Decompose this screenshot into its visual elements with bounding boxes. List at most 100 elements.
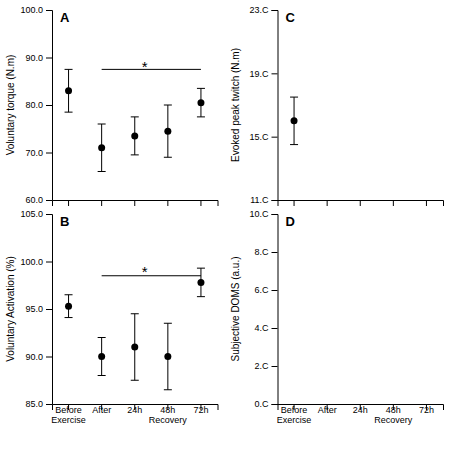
point <box>291 117 298 124</box>
y-tick-mark <box>272 252 278 253</box>
error-bar-cap <box>164 389 172 390</box>
y-tick-mark <box>46 404 52 405</box>
error-bar-cap <box>197 116 205 117</box>
y-axis: 0.C2.C4.C6.C8.C10.C <box>249 209 278 409</box>
significance-line <box>102 275 201 276</box>
y-axis-title: Voluntary Activation (%) <box>5 256 16 362</box>
error-bar <box>98 124 106 172</box>
error-bar-cap <box>164 323 172 324</box>
y-tick: 0.C <box>254 399 277 409</box>
x-tick: BeforeExercise <box>51 404 86 425</box>
y-axis-line <box>272 215 279 405</box>
point <box>98 144 105 151</box>
y-tick: 100.0 <box>20 5 52 15</box>
x-tick-label-line: Recovery <box>374 415 413 425</box>
y-tick-label: 6.C <box>254 285 269 295</box>
plot-area <box>65 268 205 390</box>
x-tick-label-line: 24h <box>127 405 142 415</box>
x-tick <box>200 200 201 206</box>
y-tick-label: 85.0 <box>25 399 43 409</box>
x-tick: 72h <box>419 404 434 415</box>
error-bar-cap <box>98 171 106 172</box>
y-tick: 70.0 <box>25 148 52 158</box>
y-axis: 60.0 70.0 80.0 90.0 100.0 <box>20 5 52 205</box>
error-bar <box>65 69 73 112</box>
y-tick-mark <box>272 328 278 329</box>
x-tick: 48hRecovery <box>374 404 413 425</box>
y-tick: 60.0 <box>25 195 52 205</box>
error-bar-cap <box>65 317 73 318</box>
error-bar <box>98 338 106 376</box>
y-tick: 90.0 <box>25 53 52 63</box>
x-axis <box>278 200 444 206</box>
y-tick-label: 80.0 <box>25 100 43 110</box>
y-tick-mark <box>272 137 278 138</box>
y-tick: 8.C <box>254 247 277 257</box>
y-tick-mark <box>272 200 278 201</box>
y-tick-label: 11.C <box>250 195 269 205</box>
panel-label: C <box>286 10 296 25</box>
x-tick-label: 24h <box>353 405 368 415</box>
x-tick: After <box>92 404 111 415</box>
x-tick-label-line: Before <box>55 405 82 415</box>
y-tick-mark <box>46 200 52 201</box>
y-axis: 85.090.095.0100.0105.0 <box>20 209 52 409</box>
error-bar <box>131 314 139 381</box>
error-bar-cap <box>131 313 139 314</box>
x-tick <box>167 200 168 206</box>
y-axis-line <box>272 11 279 201</box>
x-tick <box>134 200 135 206</box>
y-tick: 10.C <box>249 209 277 219</box>
x-tick-label: 72h <box>193 405 208 415</box>
point <box>197 99 204 106</box>
x-tick-label-line: Exercise <box>51 415 86 425</box>
y-tick: 4.C <box>254 323 277 333</box>
x-tick <box>294 200 295 206</box>
y-tick-label: 90.0 <box>25 53 43 63</box>
x-tick-mark <box>167 200 168 206</box>
y-tick: 95.0 <box>25 304 52 314</box>
significance-line <box>102 69 201 70</box>
x-tick-label-line: Before <box>281 405 308 415</box>
x-tick-mark <box>68 200 69 206</box>
error-bar-cap <box>164 105 172 106</box>
y-tick-mark <box>272 73 278 74</box>
y-tick-label: 95.0 <box>25 304 43 314</box>
x-tick-mark <box>101 200 102 206</box>
point <box>98 353 105 360</box>
x-tick-label-line: 24h <box>353 405 368 415</box>
x-tick <box>360 200 361 206</box>
x-tick-label: BeforeExercise <box>277 405 312 425</box>
x-tick-mark <box>426 200 427 206</box>
y-tick-mark <box>46 105 52 106</box>
x-tick-label: After <box>92 405 111 415</box>
x-axis <box>53 200 219 206</box>
x-tick: 24h <box>353 404 368 415</box>
y-tick-mark <box>46 309 52 310</box>
y-axis-line <box>46 215 53 405</box>
y-tick: 105.0 <box>20 209 52 219</box>
y-axis-line <box>46 11 53 201</box>
y-tick-mark <box>272 290 278 291</box>
significance-star: * <box>142 263 148 280</box>
y-tick: 90.0 <box>25 352 52 362</box>
x-tick-label: 48hRecovery <box>374 405 413 425</box>
y-axis-title: Voluntary torque (N.m) <box>5 55 16 156</box>
y-tick-mark <box>272 214 278 215</box>
panel-label: D <box>286 214 295 229</box>
point <box>65 87 72 94</box>
significance-star: * <box>142 58 148 75</box>
panel-label: A <box>60 10 70 25</box>
error-bar-cap <box>65 112 73 113</box>
x-tick-label: After <box>318 405 337 415</box>
y-tick-label: 4.C <box>254 323 269 333</box>
panel: 85.090.095.0100.0105.0BeforeExerciseAfte… <box>5 209 218 425</box>
x-tick-mark <box>134 200 135 206</box>
point <box>164 353 171 360</box>
error-bar-cap <box>197 88 205 89</box>
panel: 11.C15.C19.C23.CEvoked peak twitch (N.m)… <box>230 5 443 206</box>
error-bar-cap <box>65 69 73 70</box>
y-tick-mark <box>46 262 52 263</box>
error-bar-cap <box>164 157 172 158</box>
y-tick-label: 19.C <box>249 69 269 79</box>
